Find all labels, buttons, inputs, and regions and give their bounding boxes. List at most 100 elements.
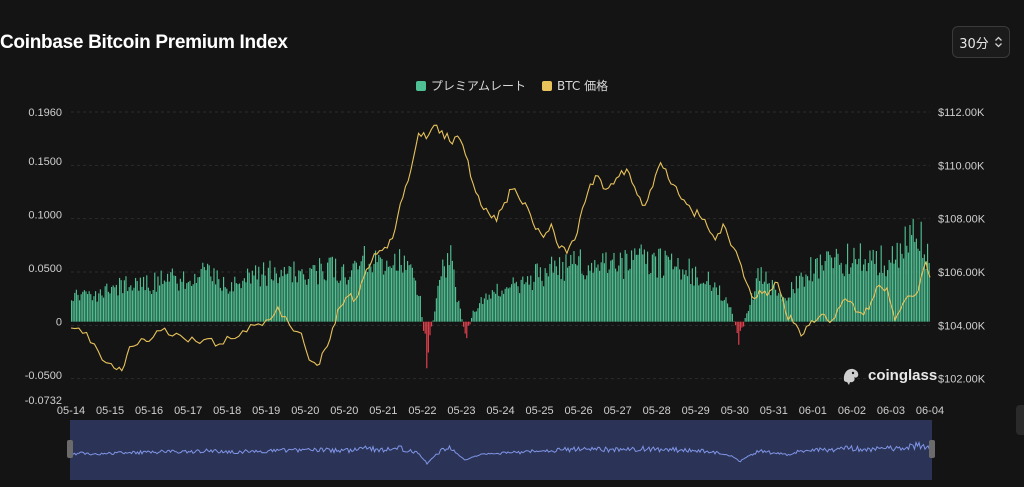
premium-bar xyxy=(906,245,908,322)
premium-bar xyxy=(429,321,431,336)
premium-bar xyxy=(258,266,260,322)
premium-bar xyxy=(627,270,629,322)
premium-bar xyxy=(719,285,721,322)
side-panel-handle[interactable] xyxy=(1016,405,1024,435)
premium-bar xyxy=(560,279,562,322)
premium-bar xyxy=(349,276,351,322)
premium-bar xyxy=(493,291,495,322)
premium-bar xyxy=(171,268,173,322)
premium-bar xyxy=(927,243,929,322)
premium-bar xyxy=(586,275,588,322)
premium-bar xyxy=(735,321,737,326)
premium-bar xyxy=(675,266,677,322)
premium-bar xyxy=(760,267,762,322)
premium-bar xyxy=(461,319,463,322)
premium-bar xyxy=(720,300,722,322)
premium-bar xyxy=(168,281,170,322)
premium-bar xyxy=(407,260,409,322)
premium-bar xyxy=(771,280,773,322)
premium-bar xyxy=(837,253,839,322)
premium-bar xyxy=(531,290,533,322)
premium-bar xyxy=(215,284,217,322)
premium-bar xyxy=(629,268,631,322)
premium-bar xyxy=(869,250,871,322)
premium-bar xyxy=(893,263,895,322)
premium-bar xyxy=(853,247,855,322)
premium-bar xyxy=(899,243,901,322)
premium-bar xyxy=(626,253,628,322)
premium-bar xyxy=(661,277,663,322)
premium-bar xyxy=(515,281,517,322)
premium-bar xyxy=(781,299,783,322)
premium-bar xyxy=(725,297,727,322)
premium-bar xyxy=(712,287,714,322)
premium-bar xyxy=(159,285,161,322)
interval-label: 30分 xyxy=(959,36,989,52)
premium-bar xyxy=(463,321,465,327)
x-axis-tick: 05-22 xyxy=(408,405,436,417)
premium-bar xyxy=(370,266,372,322)
premium-bar xyxy=(546,273,548,322)
interval-select[interactable]: 30分 xyxy=(952,26,1010,58)
premium-bar xyxy=(826,251,828,322)
premium-bar xyxy=(424,321,426,334)
legend-item-price[interactable]: BTC 価格 xyxy=(542,77,608,94)
premium-bar xyxy=(685,270,687,322)
premium-bar xyxy=(232,291,234,322)
premium-bar xyxy=(552,272,554,322)
premium-bar xyxy=(341,266,343,322)
premium-bar xyxy=(579,249,581,322)
premium-bar xyxy=(455,286,457,322)
legend-item-premium[interactable]: プレミアムレート xyxy=(415,77,526,94)
premium-bar xyxy=(383,274,385,322)
premium-bar xyxy=(251,270,253,322)
premium-bar xyxy=(330,257,332,322)
premium-bar xyxy=(693,285,695,322)
premium-bar xyxy=(80,294,82,322)
premium-bar xyxy=(707,271,709,322)
navigator-left-handle[interactable] xyxy=(67,440,73,458)
navigator-right-handle[interactable] xyxy=(929,440,935,458)
premium-bar xyxy=(285,274,287,322)
premium-bar xyxy=(224,287,226,322)
premium-bar xyxy=(603,263,605,322)
premium-bar xyxy=(162,283,164,322)
premium-bar xyxy=(240,288,242,322)
premium-bar xyxy=(775,289,777,322)
premium-bar xyxy=(509,287,511,322)
premium-bar xyxy=(584,279,586,322)
premium-bar xyxy=(367,271,369,322)
premium-bar xyxy=(872,249,874,322)
premium-bar xyxy=(528,284,530,322)
premium-bar xyxy=(653,252,655,322)
premium-bar xyxy=(72,301,74,322)
premium-bar xyxy=(213,268,215,322)
premium-bar xyxy=(287,273,289,322)
left-axis: 0.1960 0.1500 0.1000 0.0500 0 -0.0500 -0.0732 xyxy=(25,107,62,407)
premium-bar xyxy=(90,294,92,322)
premium-bar xyxy=(746,313,748,322)
premium-bar xyxy=(578,256,580,322)
premium-bar xyxy=(413,277,415,322)
premium-bar xyxy=(805,274,807,322)
premium-bar xyxy=(637,254,639,322)
premium-bar xyxy=(530,275,532,322)
premium-bar xyxy=(432,320,434,322)
premium-bar xyxy=(239,283,241,322)
premium-bar xyxy=(925,268,927,322)
premium-bar xyxy=(717,294,719,322)
premium-bar xyxy=(808,280,810,322)
premium-bar xyxy=(331,256,333,322)
premium-bar xyxy=(887,270,889,322)
premium-bar xyxy=(130,285,132,322)
premium-bar xyxy=(400,264,402,322)
premium-bar xyxy=(821,265,823,322)
premium-bar xyxy=(855,259,857,322)
premium-bar xyxy=(203,267,205,322)
x-axis-tick: 05-14 xyxy=(57,405,85,417)
premium-bar xyxy=(547,276,549,322)
premium-bar xyxy=(549,263,551,322)
premium-bar xyxy=(847,243,849,322)
premium-bar xyxy=(559,257,561,322)
premium-bar xyxy=(183,271,185,322)
